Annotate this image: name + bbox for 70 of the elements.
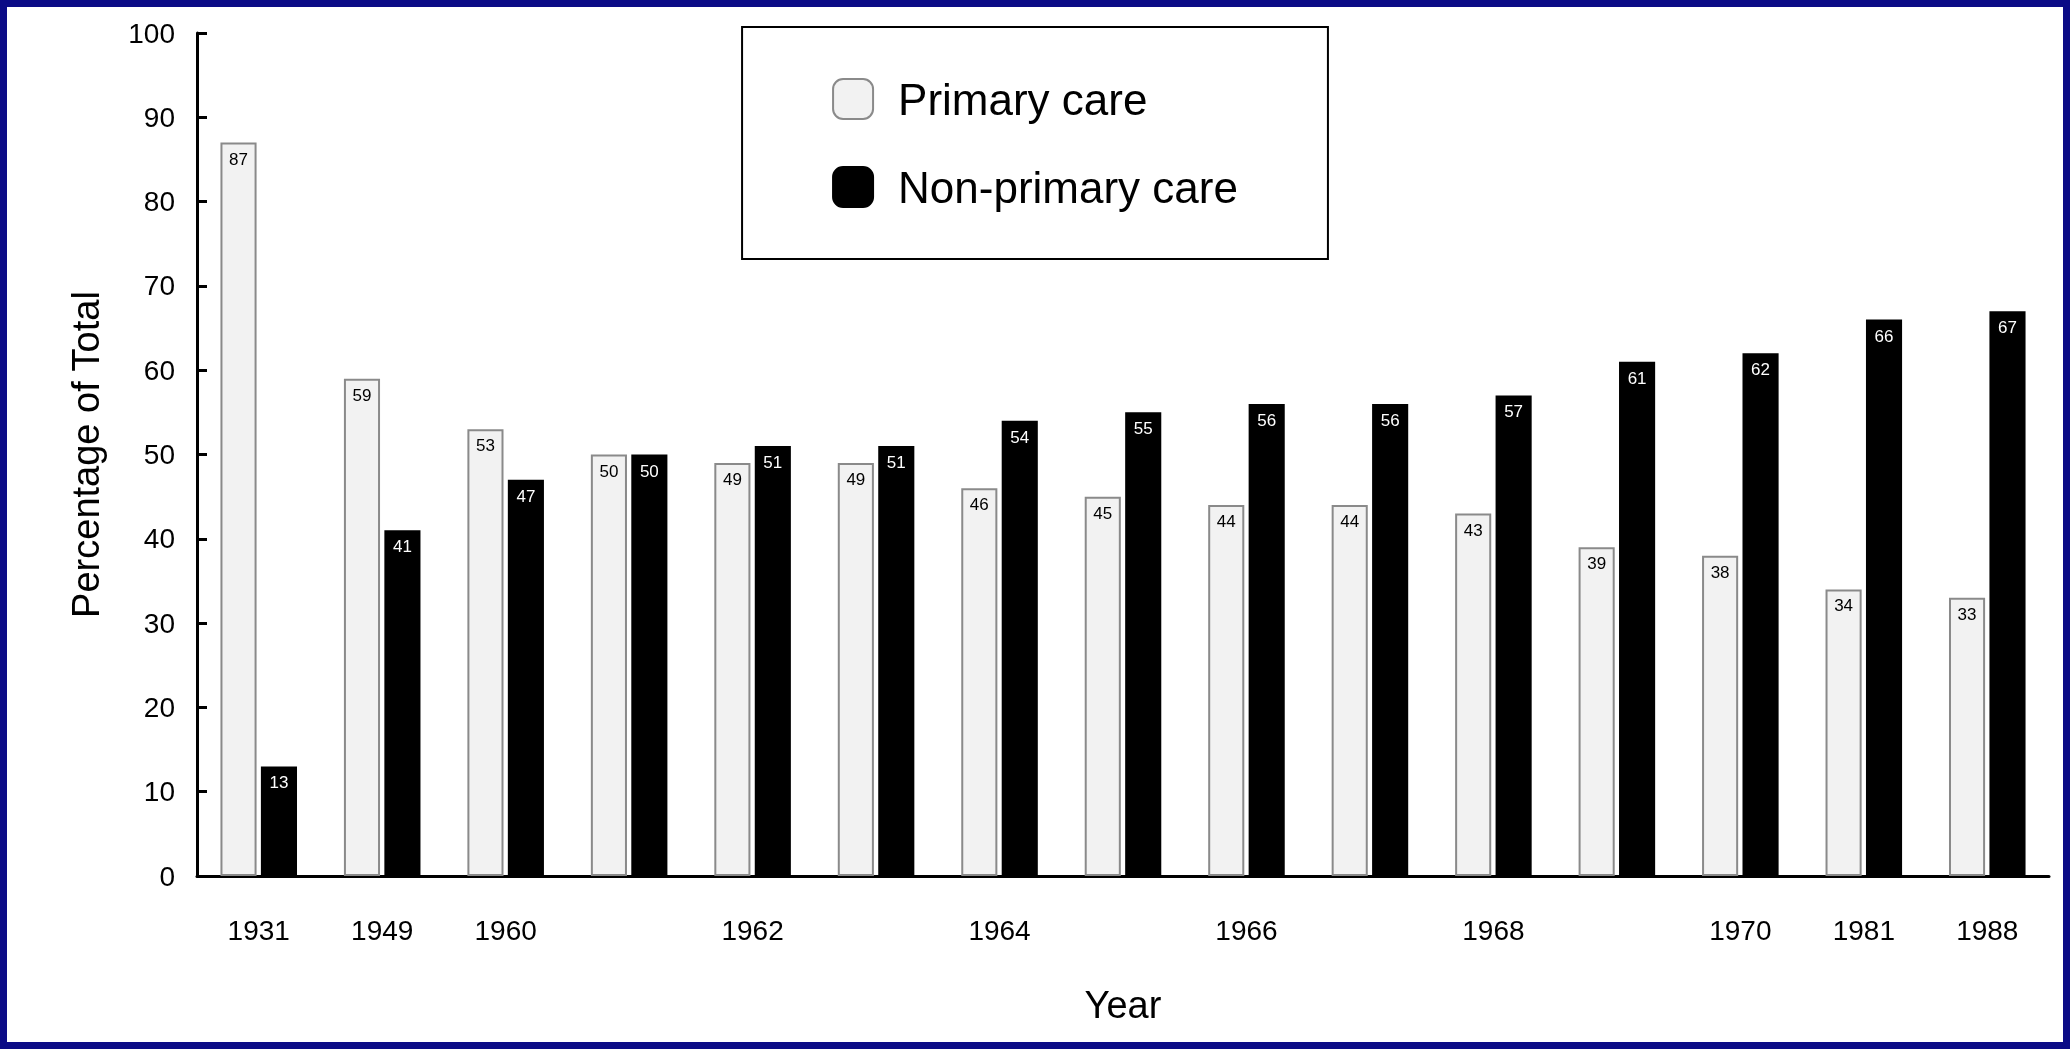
data-label: 13: [269, 773, 289, 793]
bar: [1455, 513, 1492, 876]
data-label: 51: [886, 453, 906, 473]
data-label: 34: [1834, 596, 1854, 616]
bar: [343, 378, 381, 876]
data-label: 41: [392, 537, 412, 557]
x-tick-label: 1962: [721, 914, 784, 946]
data-label: 66: [1874, 326, 1894, 346]
x-tick-label: 1970: [1709, 914, 1772, 946]
bar: [961, 488, 998, 876]
data-label: 50: [599, 461, 619, 481]
data-label: 62: [1751, 360, 1771, 380]
y-tick-label: 90: [143, 101, 175, 133]
x-tick-label: 1960: [474, 914, 537, 946]
bar: [1084, 496, 1121, 876]
x-tick-label: 1949: [351, 914, 414, 946]
data-label: 33: [1957, 604, 1977, 624]
x-axis-title: Year: [1084, 984, 1162, 1026]
bar: [1825, 589, 1862, 876]
y-tick-label: 20: [143, 691, 175, 723]
data-label: 46: [969, 495, 989, 515]
bar: [837, 462, 874, 876]
legend-label: Primary care: [898, 74, 1148, 124]
data-label: 51: [763, 453, 783, 473]
data-label: 43: [1463, 520, 1483, 540]
data-label: 56: [1380, 410, 1400, 430]
x-tick-label: 1966: [1215, 914, 1278, 946]
bar: [1578, 547, 1615, 876]
y-tick-label: 40: [143, 523, 175, 555]
bar: [220, 142, 257, 876]
bar: [590, 454, 627, 876]
data-label: 44: [1340, 512, 1360, 532]
data-label: 67: [1998, 318, 2017, 338]
data-label: 49: [846, 469, 866, 489]
x-tick-label: 1931: [227, 914, 290, 946]
bar: [1948, 597, 1986, 876]
y-tick-label: 70: [143, 270, 175, 302]
data-label: 45: [1093, 503, 1113, 523]
y-tick-label: 50: [143, 439, 175, 470]
bar: [1331, 505, 1368, 876]
bar: [1702, 555, 1739, 876]
data-label: 49: [722, 469, 742, 489]
data-label: 55: [1133, 419, 1153, 439]
x-tick-label: 1968: [1462, 914, 1525, 946]
data-label: 44: [1216, 512, 1236, 532]
data-label: 87: [229, 149, 248, 169]
y-tick-label: 80: [143, 186, 175, 218]
y-tick-label: 30: [143, 607, 175, 639]
x-tick-label: 1964: [968, 914, 1031, 946]
y-tick-label: 100: [128, 17, 175, 49]
data-label: 53: [475, 436, 495, 456]
data-label: 56: [1257, 410, 1277, 430]
legend-label: Non-primary care: [898, 162, 1238, 212]
data-label: 39: [1587, 554, 1607, 574]
data-label: 59: [352, 385, 372, 405]
bar: [1208, 505, 1245, 876]
x-tick-label: 1981: [1832, 914, 1895, 946]
data-label: 50: [639, 461, 659, 481]
y-tick-label: 60: [143, 354, 175, 386]
y-tick-label: 10: [143, 776, 175, 808]
data-label: 38: [1710, 562, 1730, 582]
data-label: 61: [1627, 368, 1647, 388]
y-axis-title: Percentage of Total: [65, 291, 107, 618]
bar: [467, 429, 504, 876]
data-label: 54: [1010, 427, 1030, 447]
x-tick-label: 1988: [1956, 914, 2019, 946]
bar: [714, 462, 751, 876]
y-tick-label: 0: [159, 860, 175, 892]
data-label: 57: [1504, 402, 1524, 422]
data-label: 47: [516, 486, 536, 506]
